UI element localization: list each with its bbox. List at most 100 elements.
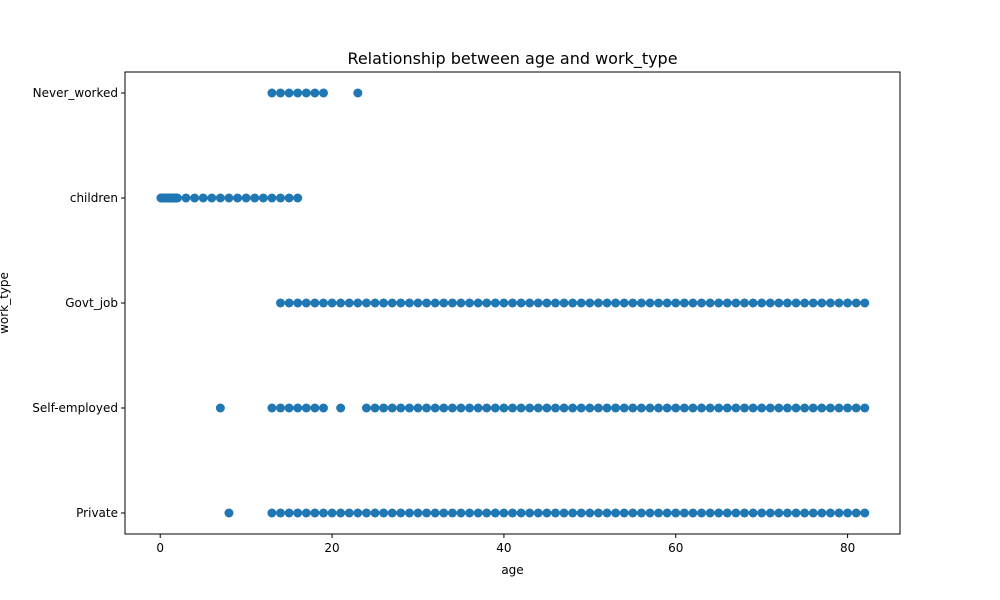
- data-point: [267, 508, 277, 518]
- data-point: [782, 298, 792, 308]
- data-point: [508, 298, 517, 308]
- data-point: [361, 403, 371, 413]
- data-point: [585, 508, 595, 518]
- data-point: [422, 298, 432, 308]
- data-point: [258, 193, 268, 203]
- data-point: [525, 403, 535, 413]
- data-point: [430, 298, 440, 308]
- data-point: [636, 298, 646, 308]
- data-point: [757, 298, 767, 308]
- data-point: [456, 403, 466, 413]
- data-point: [344, 508, 354, 518]
- data-point: [860, 298, 870, 308]
- data-point: [722, 403, 732, 413]
- data-point: [860, 508, 870, 518]
- data-point: [233, 193, 243, 203]
- data-point: [310, 508, 320, 518]
- data-point: [731, 508, 741, 518]
- data-point: [516, 508, 526, 518]
- y-axis-label: work_type: [0, 272, 11, 334]
- data-point: [284, 193, 294, 203]
- data-point: [662, 403, 672, 413]
- data-point: [413, 403, 423, 413]
- data-point: [301, 298, 311, 308]
- data-point: [697, 508, 707, 518]
- data-point: [654, 298, 664, 308]
- data-point: [379, 508, 389, 518]
- data-point: [757, 403, 767, 413]
- data-point: [550, 403, 560, 413]
- data-point: [808, 508, 818, 518]
- data-point: [748, 508, 758, 518]
- data-point: [499, 508, 509, 518]
- data-point: [490, 403, 500, 413]
- data-point: [379, 403, 389, 413]
- data-point: [765, 298, 775, 308]
- data-point: [533, 508, 543, 518]
- data-point: [843, 508, 853, 518]
- data-point: [851, 508, 861, 518]
- y-axis: Private Self-employed Govt_job children Neve…: [32, 86, 125, 520]
- data-point: [276, 298, 286, 308]
- data-point: [782, 403, 792, 413]
- data-point: [550, 298, 560, 308]
- data-point: [387, 298, 397, 308]
- data-point: [422, 508, 432, 518]
- data-point: [851, 298, 861, 308]
- data-point: [465, 298, 475, 308]
- data-point: [542, 403, 552, 413]
- data-point: [482, 403, 492, 413]
- data-point: [739, 298, 749, 308]
- data-point: [284, 508, 294, 518]
- data-point: [396, 403, 406, 413]
- data-point: [714, 298, 724, 308]
- data-point: [774, 298, 784, 308]
- data-point: [782, 508, 792, 518]
- data-point: [843, 403, 853, 413]
- data-point: [267, 403, 277, 413]
- data-point: [679, 508, 689, 518]
- data-point: [439, 403, 449, 413]
- y-tick-label: Govt_job: [65, 296, 118, 310]
- data-point: [593, 508, 603, 518]
- data-point: [224, 193, 234, 203]
- data-point: [439, 298, 449, 308]
- data-point: [490, 298, 500, 308]
- data-point: [645, 298, 655, 308]
- data-point: [525, 508, 535, 518]
- data-point: [310, 403, 320, 413]
- data-point: [705, 508, 715, 518]
- data-point: [456, 508, 466, 518]
- data-point: [490, 508, 500, 518]
- data-point: [508, 508, 517, 518]
- data-point: [593, 403, 603, 413]
- data-point: [387, 508, 397, 518]
- data-point: [207, 193, 217, 203]
- data-point: [465, 508, 475, 518]
- data-point: [636, 403, 646, 413]
- data-point: [593, 298, 603, 308]
- data-point: [318, 88, 328, 98]
- data-point: [439, 508, 449, 518]
- data-point: [559, 298, 569, 308]
- data-point: [671, 508, 681, 518]
- data-point: [765, 508, 775, 518]
- data-point: [645, 508, 655, 518]
- data-point: [765, 403, 775, 413]
- data-point: [654, 508, 664, 518]
- data-point: [731, 403, 741, 413]
- data-point: [791, 298, 801, 308]
- x-tick-label: 60: [668, 541, 683, 555]
- data-point: [757, 508, 767, 518]
- data-point: [215, 403, 225, 413]
- data-point: [662, 298, 672, 308]
- data-point: [473, 298, 483, 308]
- data-point: [508, 403, 517, 413]
- data-point: [301, 403, 311, 413]
- data-point: [293, 403, 303, 413]
- data-point: [825, 403, 835, 413]
- data-point: [284, 403, 294, 413]
- data-point: [370, 298, 380, 308]
- data-point: [525, 298, 535, 308]
- data-point: [731, 298, 741, 308]
